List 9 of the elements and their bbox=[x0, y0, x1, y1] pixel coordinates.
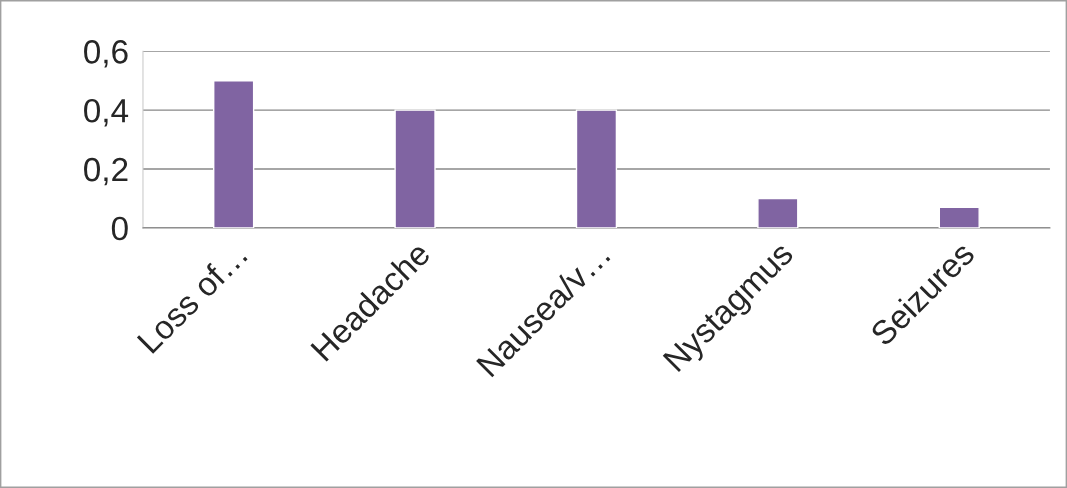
y-tick-label: 0 bbox=[111, 216, 128, 241]
y-tick-label: 0,2 bbox=[84, 157, 128, 186]
y-tick-label: 0,6 bbox=[84, 40, 128, 68]
y-tick-label: 0,4 bbox=[84, 98, 129, 127]
bar bbox=[394, 109, 436, 228]
bar bbox=[938, 206, 980, 228]
bar bbox=[213, 79, 255, 228]
bar bbox=[757, 197, 799, 228]
bar bbox=[575, 109, 618, 228]
